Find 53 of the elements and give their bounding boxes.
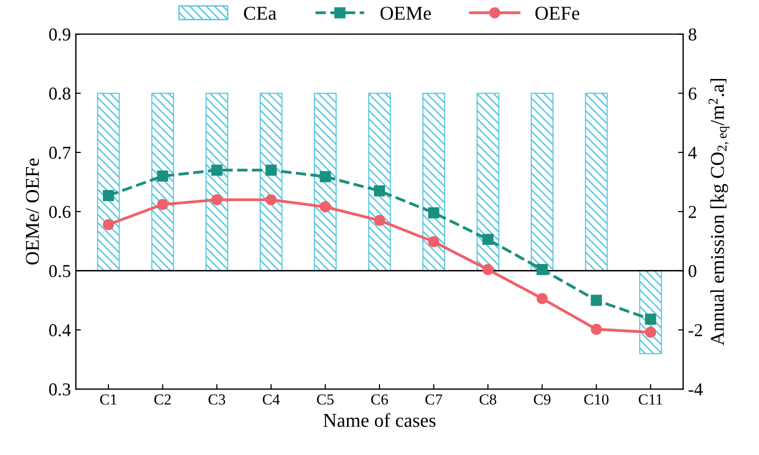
point bbox=[645, 314, 656, 325]
x-tick-label: C5 bbox=[317, 394, 334, 405]
point bbox=[374, 185, 386, 196]
point bbox=[590, 294, 602, 306]
y2-tick-label: -2 bbox=[688, 324, 702, 336]
x-tick-label: C10 bbox=[584, 394, 609, 405]
y-tick-label: 0.4 bbox=[49, 324, 71, 336]
x-tick-label: C3 bbox=[208, 394, 226, 405]
x-tick-label: C8 bbox=[480, 394, 496, 405]
y-tick-label: 0.6 bbox=[49, 206, 70, 218]
point bbox=[482, 234, 494, 245]
point bbox=[374, 214, 386, 226]
point bbox=[536, 292, 548, 304]
point bbox=[590, 324, 602, 335]
legend-label: CEa bbox=[244, 6, 276, 20]
y-axis-title: OEMe/ OEFe bbox=[26, 158, 39, 265]
x-tick-label: C4 bbox=[262, 394, 280, 405]
legend-label: OEMe bbox=[380, 6, 431, 20]
y-tick-label: 0.9 bbox=[49, 28, 70, 41]
x-tick-label: C1 bbox=[100, 394, 116, 405]
y-tick-label: 0.5 bbox=[49, 264, 70, 278]
point bbox=[102, 219, 114, 230]
y-tick-label: 0.7 bbox=[49, 146, 71, 159]
point bbox=[482, 264, 494, 276]
point bbox=[320, 201, 331, 212]
x-tick-label: C9 bbox=[534, 394, 550, 405]
point bbox=[211, 164, 222, 176]
x-tick-label: C2 bbox=[154, 394, 171, 405]
y-tick-label: 0.8 bbox=[49, 88, 70, 100]
point bbox=[157, 198, 168, 210]
y2-tick-label: 0 bbox=[688, 264, 696, 278]
y2-tick-label: 8 bbox=[688, 28, 696, 41]
x-tick-label: C11 bbox=[638, 394, 662, 405]
point bbox=[102, 190, 114, 202]
point bbox=[266, 164, 277, 176]
x-tick-label: C7 bbox=[425, 394, 442, 405]
x-tick-label: C6 bbox=[371, 394, 388, 405]
point bbox=[211, 194, 222, 206]
y2-tick-label: -4 bbox=[688, 383, 703, 396]
point bbox=[536, 264, 548, 276]
y2-tick-label: 2 bbox=[688, 206, 696, 218]
point bbox=[266, 194, 277, 206]
point bbox=[428, 207, 440, 218]
legend-label: OEFe bbox=[535, 6, 580, 20]
point bbox=[320, 171, 331, 182]
point bbox=[645, 326, 656, 338]
x-axis-title: Name of cases bbox=[323, 413, 436, 427]
y2-axis-title: Annual emission [kg CO$_{2,eq}$/m$^{2}$.a] bbox=[708, 78, 730, 346]
point bbox=[157, 170, 168, 182]
y2-tick-label: 6 bbox=[688, 88, 696, 100]
y2-tick-label: 4 bbox=[688, 146, 697, 159]
y-tick-label: 0.3 bbox=[49, 383, 70, 396]
point bbox=[428, 236, 440, 248]
